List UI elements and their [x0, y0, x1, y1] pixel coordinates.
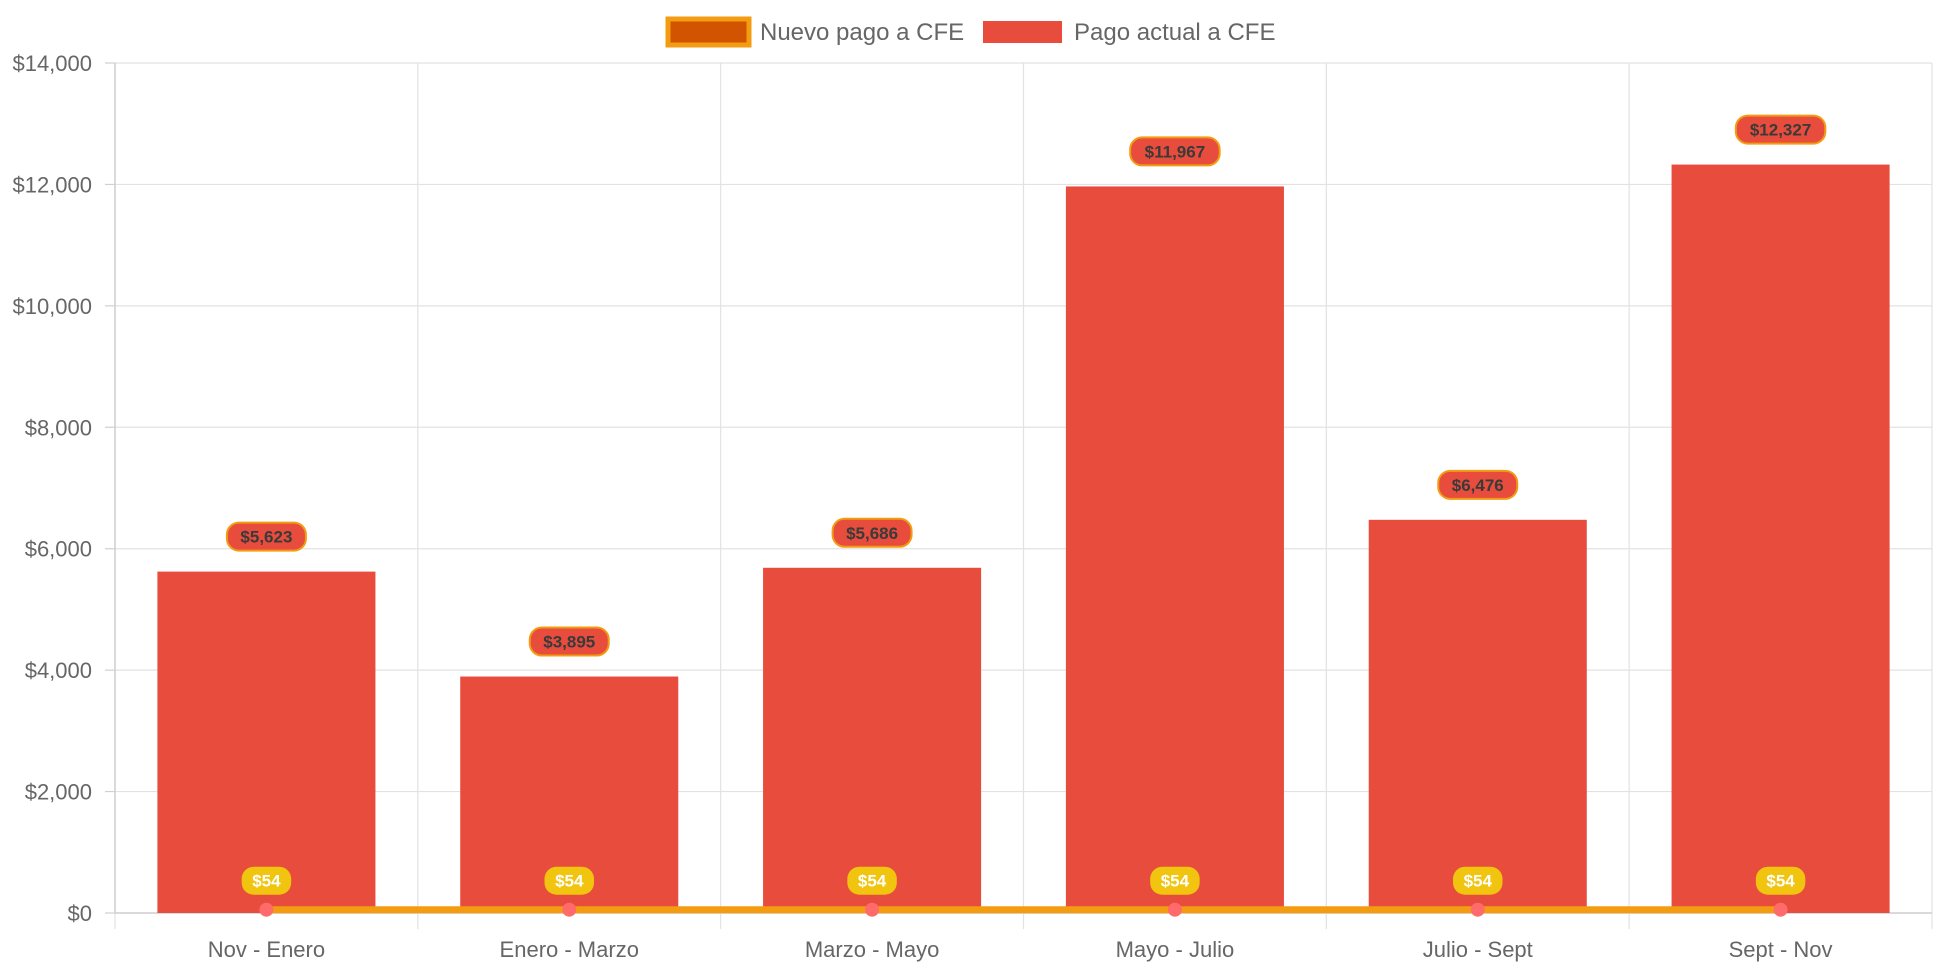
bar-data-label-nov-enero: $5,623	[225, 521, 307, 552]
bar-labels: $5,623 $3,895 $5,686 $11,967 $6,476 $12,327	[225, 114, 1827, 657]
bar-julio-sept[interactable]	[1368, 519, 1587, 913]
bar-data-label-julio-sept: $6,476	[1437, 469, 1519, 500]
line-data-label-marzo-mayo: $54	[847, 866, 897, 895]
line-label-bg	[241, 866, 292, 895]
bar-label-text: $6,476	[1452, 476, 1504, 495]
line-label-text: $54	[1161, 872, 1190, 891]
line-series	[259, 902, 1788, 917]
line-label-text: $54	[252, 872, 281, 891]
y-tick-label: $4,000	[25, 658, 92, 683]
legend-item-pago-actual[interactable]: Pago actual a CFE	[983, 19, 1275, 46]
bar-label-bg	[831, 517, 913, 548]
bar-label-text: $11,967	[1145, 142, 1206, 161]
y-tick-label: $12,000	[12, 172, 92, 197]
bar-label-text: $5,623	[240, 528, 292, 547]
x-tick-label-nov-enero: Nov - Enero	[208, 937, 325, 962]
y-tick-label: $10,000	[12, 294, 92, 319]
line-label-text: $54	[1766, 872, 1795, 891]
line-data-label-mayo-julio: $54	[1150, 866, 1200, 895]
point-nov-enero[interactable]	[259, 902, 274, 917]
bar-label-bg	[225, 521, 307, 552]
y-tick-label: $6,000	[25, 537, 92, 562]
line-label-bg	[544, 866, 594, 895]
bar-marzo-mayo[interactable]	[763, 567, 982, 913]
line-data-label-nov-enero: $54	[241, 866, 292, 895]
line-label-bg	[1755, 866, 1806, 895]
bar-label-text: $5,686	[846, 524, 898, 543]
bar-label-bg	[528, 626, 610, 657]
bar-sept-nov[interactable]	[1671, 164, 1890, 913]
bars	[157, 164, 1890, 914]
legend-swatch-nuevo-pago	[665, 16, 752, 48]
line-label-text: $54	[858, 872, 887, 891]
bar-data-label-enero-marzo: $3,895	[528, 626, 610, 657]
x-tick-label-sept-nov: Sept - Nov	[1729, 937, 1833, 962]
line-label-bg	[1453, 866, 1503, 895]
legend-swatch-pago-actual	[983, 21, 1062, 43]
bar-label-text: $12,327	[1750, 121, 1811, 140]
line-data-label-enero-marzo: $54	[544, 866, 594, 895]
bar-mayo-julio[interactable]	[1065, 186, 1284, 914]
y-tick-label: $2,000	[25, 780, 92, 805]
line-data-label-julio-sept: $54	[1453, 866, 1503, 895]
bar-label-bg	[1734, 114, 1827, 145]
grid	[114, 62, 1933, 929]
bar-label-text: $3,895	[543, 633, 595, 652]
y-tick-label: $0	[68, 901, 92, 926]
x-tick-label-enero-marzo: Enero - Marzo	[500, 937, 639, 962]
y-tick-label: $8,000	[25, 415, 92, 440]
legend[interactable]: Nuevo pago a CFE Pago actual a CFE	[665, 16, 1275, 48]
x-tick-label-marzo-mayo: Marzo - Mayo	[805, 937, 939, 962]
bar-label-bg	[1437, 469, 1519, 500]
bar-data-label-marzo-mayo: $5,686	[831, 517, 913, 548]
point-julio-sept[interactable]	[1470, 902, 1485, 917]
line-label-bg	[847, 866, 897, 895]
bar-data-label-mayo-julio: $11,967	[1129, 136, 1221, 167]
point-enero-marzo[interactable]	[562, 902, 577, 917]
line-data-label-sept-nov: $54	[1755, 866, 1806, 895]
line-label-text: $54	[1464, 872, 1493, 891]
x-tick-label-julio-sept: Julio - Sept	[1423, 937, 1533, 962]
line-label-text: $54	[555, 872, 584, 891]
y-axis: $0 $2,000 $4,000 $6,000 $8,000 $10,000 $12,000…	[12, 51, 116, 926]
legend-label-nuevo-pago: Nuevo pago a CFE	[760, 19, 964, 46]
point-marzo-mayo[interactable]	[865, 902, 880, 917]
bar-label-bg	[1129, 136, 1221, 167]
y-tick-label: $14,000	[12, 51, 92, 76]
legend-label-pago-actual: Pago actual a CFE	[1074, 19, 1275, 46]
x-tick-label-mayo-julio: Mayo - Julio	[1116, 937, 1235, 962]
line-label-bg	[1150, 866, 1200, 895]
point-sept-nov[interactable]	[1773, 902, 1788, 917]
legend-item-nuevo-pago[interactable]: Nuevo pago a CFE	[665, 16, 964, 48]
bar-nov-enero[interactable]	[157, 571, 376, 913]
point-mayo-julio[interactable]	[1167, 902, 1182, 917]
line-labels: $54 $54 $54 $54 $54 $54	[241, 866, 1806, 895]
bar-data-label-sept-nov: $12,327	[1734, 114, 1827, 145]
